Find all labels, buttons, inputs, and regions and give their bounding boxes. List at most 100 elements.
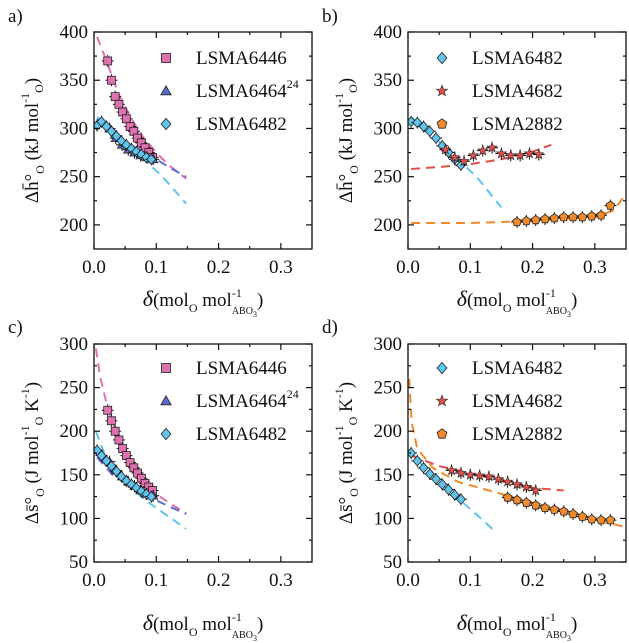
x-label-abo: ABO — [546, 306, 567, 317]
x-label-close: ) — [257, 614, 263, 635]
x-label-abo-subscript: 3 — [567, 310, 571, 319]
fit-line — [96, 456, 187, 515]
data-point — [412, 455, 423, 467]
y-tick-label: 350 — [60, 70, 89, 91]
x-label-unit: (mol — [467, 290, 503, 311]
panel-b: b) 0.0 0.1 0.2 0.3 200 250 300 350 400 LSMA6482 LSM… — [322, 6, 627, 319]
legend-series-name: LSMA6464 — [196, 81, 287, 102]
y-tick-label: 300 — [374, 334, 403, 355]
x-label-unit-subscript: O — [189, 625, 198, 639]
x-label-delta: δ — [143, 286, 154, 311]
legend-marker — [435, 84, 449, 97]
data-point — [146, 153, 157, 165]
x-axis-label: δ(molO mol-1 ABO3) — [143, 286, 264, 319]
data-point — [131, 145, 142, 158]
legend-series-name: LSMA6464 — [196, 391, 287, 412]
y-label-close: ) — [336, 382, 357, 388]
data-point — [424, 125, 435, 137]
data-point — [439, 143, 452, 155]
panel-letter: b) — [322, 6, 338, 27]
data-point — [110, 92, 120, 102]
legend-series-name: LSMA4682 — [472, 81, 563, 102]
data-point — [476, 144, 489, 156]
panel-letter: d) — [322, 317, 338, 338]
x-tick-label: 0.1 — [144, 570, 168, 591]
x-tick-label: 0.2 — [207, 257, 231, 278]
y-label-superscript: -1 — [332, 93, 346, 103]
y-label-subscript: O — [33, 165, 47, 174]
y-tick-label: 300 — [60, 334, 89, 355]
data-point — [103, 56, 113, 66]
data-point — [455, 467, 467, 478]
data-points — [408, 115, 617, 228]
legend-series-name: LSMA2882 — [472, 424, 563, 445]
data-point — [110, 426, 120, 436]
data-points — [94, 54, 160, 166]
legend-label: LSMA4682 — [472, 391, 563, 412]
legend-superscript: 24 — [287, 387, 299, 401]
panel-c: c) 0.0 0.1 0.2 0.3 50 100 150 200 250 300 LSMA6446 L… — [8, 317, 313, 643]
data-point — [505, 149, 517, 161]
legend-marker — [435, 394, 449, 407]
y-tick-label: 100 — [374, 508, 403, 529]
y-axis-label: Δs̄°O (J mol-1O K-1) — [18, 382, 47, 524]
legend-superscript: 24 — [287, 77, 299, 91]
y-label-close: ) — [22, 78, 43, 84]
legend-marker — [160, 427, 172, 441]
y-label-superscript: -1 — [332, 425, 346, 435]
x-tick-label: 0.2 — [207, 570, 231, 591]
y-tick-label: 350 — [374, 70, 403, 91]
x-tick-label: 0.0 — [396, 257, 420, 278]
y-tick-label: 150 — [60, 465, 89, 486]
x-axis-label: δ(molO mol-1 ABO3) — [143, 610, 264, 643]
data-point — [418, 462, 429, 474]
data-point — [443, 484, 454, 496]
x-tick-label: 0.3 — [583, 257, 607, 278]
y-label-close: ) — [336, 78, 357, 84]
y-tick-label: 400 — [60, 22, 89, 43]
legend-series-name: LSMA6446 — [196, 48, 287, 69]
y-tick-label: 300 — [374, 118, 403, 139]
y-tick-label: 250 — [374, 167, 403, 188]
legend-marker — [160, 85, 172, 96]
legend-series-name: LSMA2882 — [472, 114, 563, 135]
y-label-superscript: -1 — [18, 93, 32, 103]
data-point — [568, 212, 578, 222]
legend-label: LSMA6482 — [472, 48, 563, 69]
y-tick-label: 250 — [60, 167, 89, 188]
plot-frame — [407, 31, 627, 250]
legend-series-name: LSMA6446 — [196, 358, 287, 379]
y-tick-label: 300 — [60, 118, 89, 139]
x-tick-label: 0.1 — [458, 257, 482, 278]
legend-series-name: LSMA6482 — [472, 48, 563, 69]
y-tick-label: 200 — [374, 421, 403, 442]
x-label-unit2: mol — [198, 614, 232, 635]
data-point — [549, 213, 560, 223]
x-label-unit: (mol — [153, 614, 189, 635]
data-point — [549, 504, 560, 514]
data-point — [492, 473, 505, 485]
data-point — [448, 151, 461, 163]
data-point — [121, 114, 131, 124]
data-point — [412, 117, 423, 129]
data-points — [94, 404, 160, 503]
y-label-unit-subscript: O — [346, 416, 360, 425]
x-tick-label: 0.0 — [396, 570, 420, 591]
data-point — [445, 464, 458, 476]
data-point — [107, 416, 116, 426]
data-point — [577, 212, 588, 222]
x-label-delta: δ — [143, 610, 154, 635]
y-tick-label: 100 — [60, 508, 89, 529]
data-point — [521, 215, 532, 226]
data-point — [586, 211, 597, 221]
panel-letter: c) — [8, 317, 23, 338]
y-label-symbol: Δs̄° — [336, 497, 357, 524]
data-point — [558, 506, 569, 516]
data-point — [540, 214, 550, 224]
data-point — [437, 478, 448, 490]
x-tick-label: 0.2 — [521, 570, 545, 591]
x-label-unit-subscript: O — [503, 625, 512, 639]
y-label-unit: (kJ mol — [22, 103, 43, 165]
data-point — [596, 515, 606, 525]
